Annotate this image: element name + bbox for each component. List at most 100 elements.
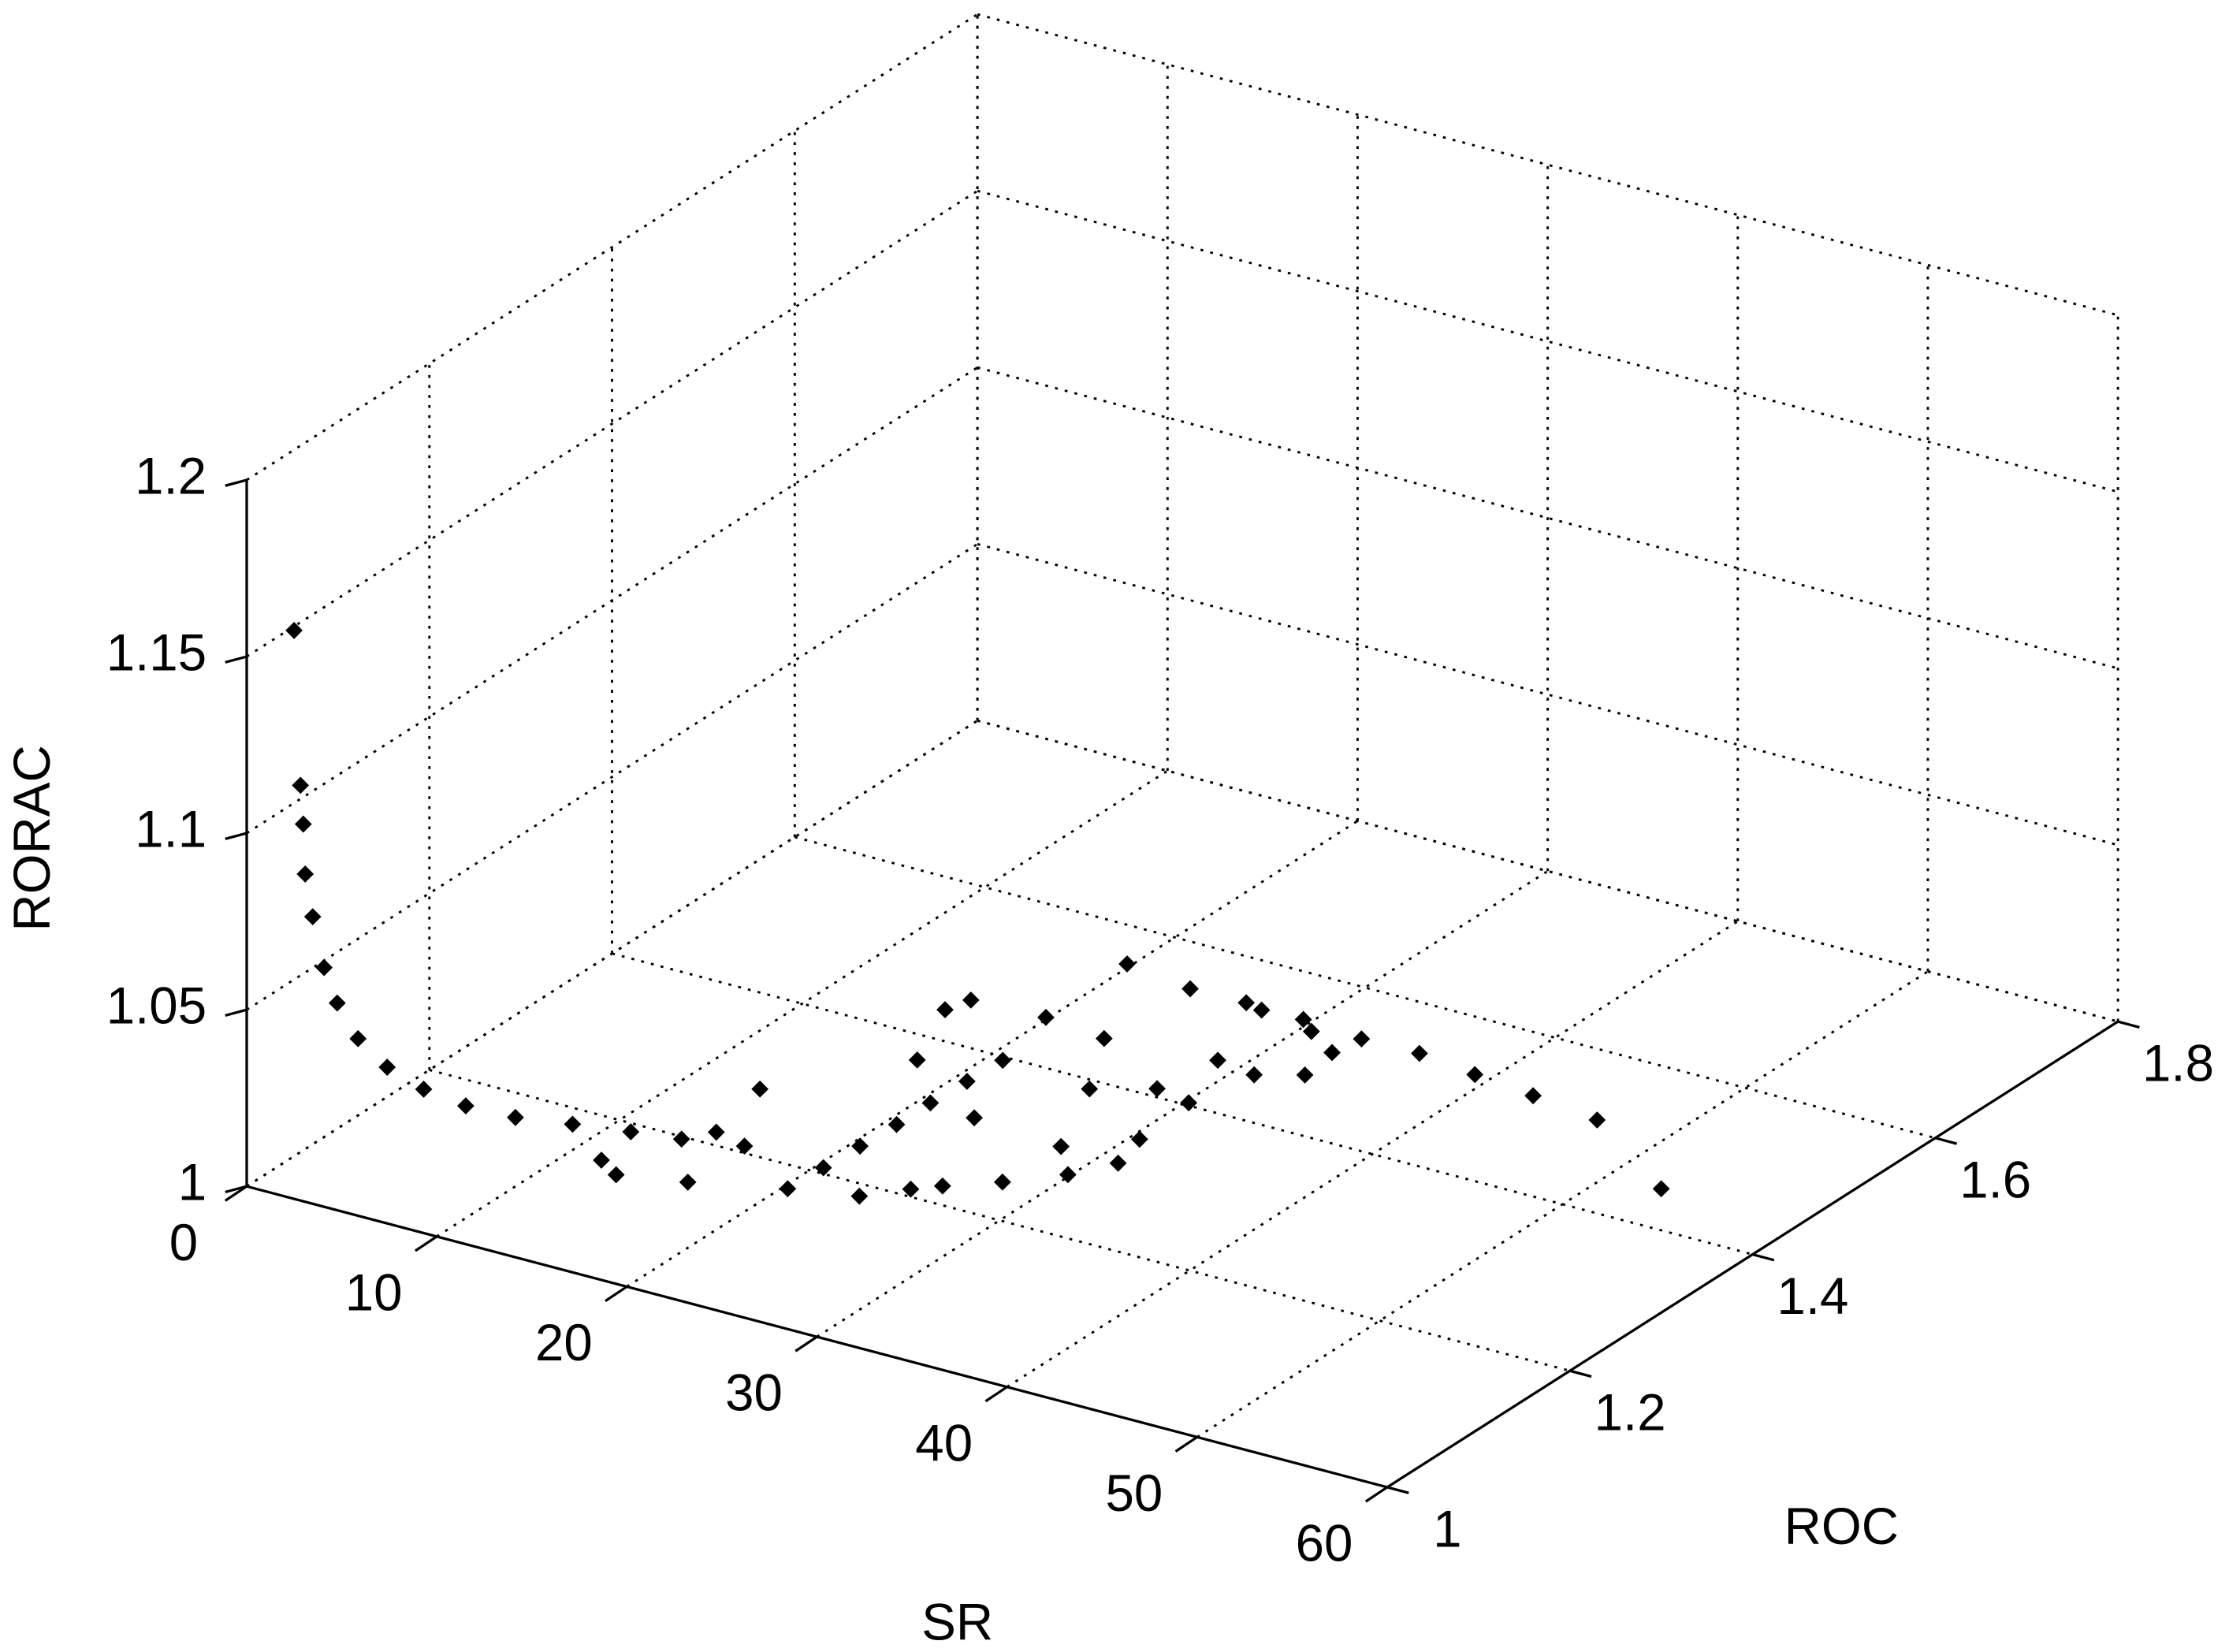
point [457, 1097, 474, 1114]
point [607, 1166, 625, 1184]
point [993, 1173, 1011, 1191]
point [1411, 1044, 1428, 1062]
point [1588, 1111, 1606, 1129]
x-tick-label: 30 [725, 1364, 783, 1422]
y-tick [1386, 1486, 1409, 1494]
point [1524, 1087, 1542, 1105]
grid-line [977, 719, 2119, 1023]
point [966, 1109, 984, 1127]
grid-line [977, 13, 2119, 317]
point [735, 1137, 753, 1155]
x-tick-label: 60 [1296, 1515, 1353, 1572]
z-tick [225, 655, 247, 664]
z-tick [225, 832, 247, 840]
y-axis-label: ROC [1784, 1498, 1899, 1555]
z-tick-label: 1 [178, 1153, 207, 1211]
y-tick [2117, 1020, 2140, 1029]
x-tick-label: 20 [535, 1314, 593, 1371]
point [1059, 1166, 1077, 1184]
grid-line [246, 366, 978, 835]
point [921, 1094, 940, 1112]
point [1095, 1029, 1113, 1047]
y-tick-label: 1 [1433, 1500, 1461, 1557]
z-tick [225, 1185, 247, 1194]
point [1245, 1066, 1263, 1084]
z-tick-label: 1.05 [106, 977, 207, 1034]
x-tick [1174, 1435, 1198, 1453]
point [707, 1123, 725, 1141]
point [1237, 994, 1256, 1012]
z-tick-label: 1.2 [135, 447, 207, 504]
point [315, 958, 333, 977]
point [1180, 1094, 1198, 1112]
x-tick [224, 1185, 247, 1202]
point [1118, 955, 1136, 973]
x-tick [415, 1235, 438, 1252]
x-tick-label: 0 [169, 1214, 198, 1271]
grid-line [429, 1069, 1571, 1372]
point [933, 1177, 951, 1195]
point [936, 1001, 954, 1018]
point [814, 1159, 832, 1177]
grid-line [612, 952, 1753, 1256]
point [1181, 980, 1199, 998]
point [779, 1180, 797, 1198]
point [378, 1059, 396, 1076]
grid-line [977, 189, 2119, 493]
y-tick-label: 1.4 [1777, 1267, 1848, 1325]
point [850, 1187, 869, 1205]
point [908, 1051, 926, 1069]
point [1130, 1130, 1148, 1148]
point [349, 1029, 367, 1047]
y-tick-label: 1.8 [2142, 1035, 2214, 1092]
point [1037, 1008, 1055, 1026]
z-tick [225, 1008, 247, 1017]
point [994, 1051, 1012, 1070]
point [851, 1137, 869, 1155]
grid-line [246, 543, 978, 1011]
point [1296, 1066, 1314, 1084]
point [887, 1115, 906, 1133]
point [751, 1080, 769, 1098]
y-tick-label: 1.2 [1594, 1384, 1666, 1442]
y-tick [1752, 1252, 1775, 1262]
point [1353, 1030, 1371, 1048]
y-tick [1569, 1369, 1592, 1379]
point [303, 908, 322, 926]
z-tick-label: 1.15 [106, 623, 207, 681]
point [1209, 1051, 1226, 1070]
point [507, 1108, 524, 1126]
point [679, 1174, 697, 1191]
point [1323, 1044, 1341, 1062]
grid-line [246, 13, 978, 482]
point [328, 994, 346, 1012]
point [672, 1130, 690, 1148]
x-tick [984, 1386, 1008, 1403]
point [1109, 1154, 1127, 1172]
x-tick-label: 10 [345, 1263, 403, 1321]
y-tick-label: 1.6 [1959, 1151, 2031, 1208]
point [285, 621, 303, 639]
z-tick [225, 478, 247, 487]
point [1081, 1080, 1099, 1098]
point [1294, 1010, 1312, 1029]
z-tick-label: 1.1 [135, 800, 207, 858]
point [962, 991, 980, 1009]
point [1302, 1022, 1320, 1040]
z-axis-label: RORAC [3, 745, 61, 931]
grid-line [246, 720, 978, 1188]
x-tick [1364, 1486, 1388, 1503]
y-tick [1934, 1137, 1958, 1145]
point [958, 1073, 976, 1090]
point [564, 1115, 582, 1133]
point [902, 1180, 920, 1198]
x-axis-label: SR [921, 1594, 993, 1651]
x-tick [794, 1335, 818, 1352]
grid-line [1006, 920, 1739, 1388]
point [622, 1123, 640, 1140]
point [1148, 1080, 1166, 1098]
point [1052, 1137, 1070, 1155]
x-tick-label: 50 [1105, 1464, 1163, 1522]
